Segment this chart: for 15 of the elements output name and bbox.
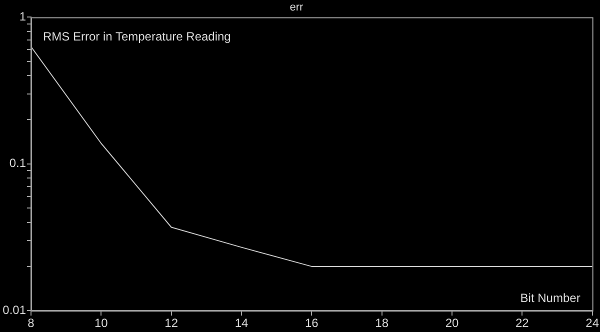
annotation: RMS Error in Temperature Reading xyxy=(43,30,231,44)
x-tick-label: 22 xyxy=(515,316,530,330)
x-tick-label: 20 xyxy=(445,316,459,330)
x-tick-label: 12 xyxy=(164,316,178,330)
y-tick-label: 0.1 xyxy=(9,156,26,170)
x-tick-label: 10 xyxy=(94,316,108,330)
x-tick-label: 18 xyxy=(375,316,389,330)
x-tick-label: 14 xyxy=(234,316,248,330)
y-tick-label: 1 xyxy=(19,10,26,24)
chart-title: err xyxy=(290,2,304,14)
y-tick-label: 0.01 xyxy=(2,302,26,317)
x-tick-label: 16 xyxy=(304,316,319,330)
x-tick-label: 8 xyxy=(28,316,35,330)
x-axis-title: Bit Number xyxy=(520,290,580,305)
x-tick-label: 24 xyxy=(586,316,600,330)
